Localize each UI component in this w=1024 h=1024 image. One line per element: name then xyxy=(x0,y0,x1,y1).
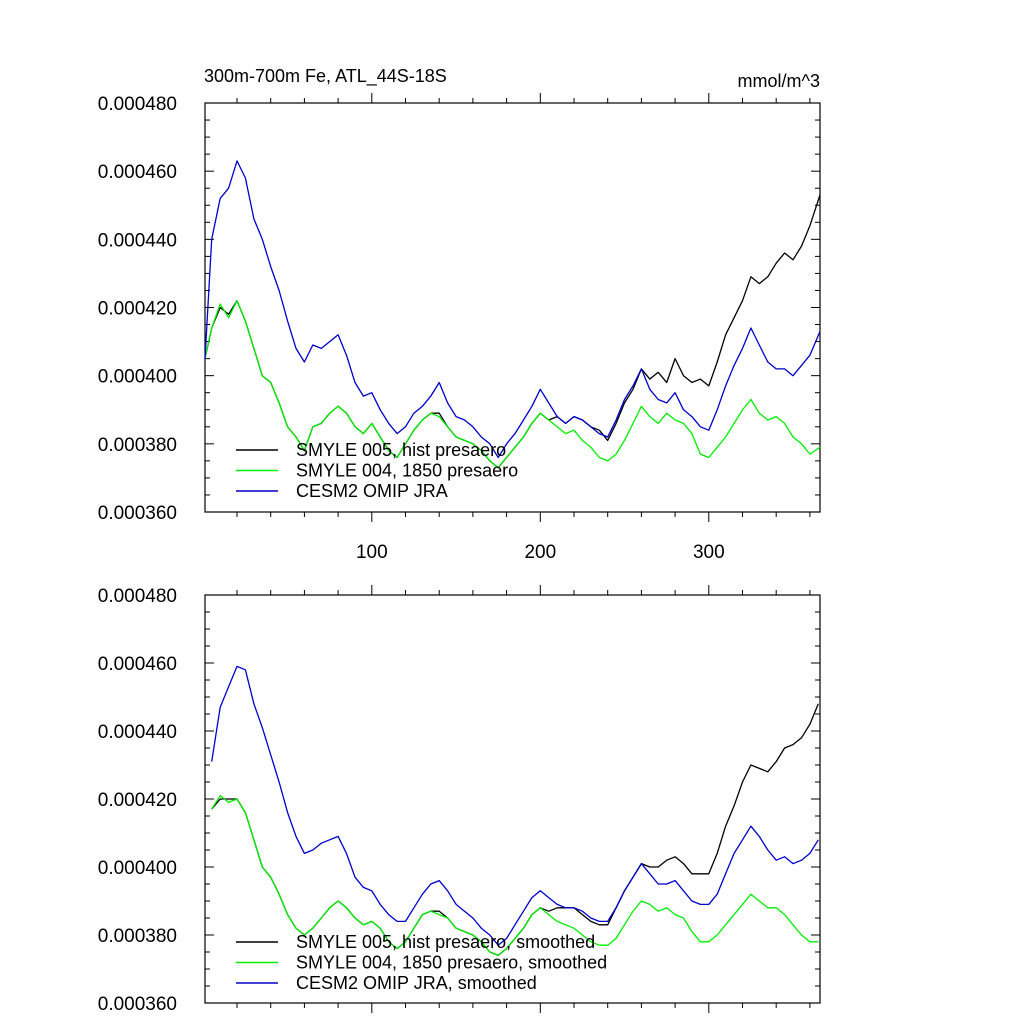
y-tick-label: 0.000460 xyxy=(98,162,177,183)
y-tick-label: 0.000420 xyxy=(98,790,177,811)
y-tick-label: 0.000460 xyxy=(98,654,177,675)
legend-label: CESM2 OMIP JRA, smoothed xyxy=(296,973,537,993)
y-tick-label: 0.000420 xyxy=(98,299,177,320)
bottom-panel: 0.000360 0.000380 0.000400 0.000420 0.000440… xyxy=(98,585,821,1015)
series-line-2 xyxy=(211,794,819,957)
series-line-1 xyxy=(211,703,819,957)
y-tick-label: 0.000360 xyxy=(98,994,177,1015)
y-tick-label: 0.000380 xyxy=(98,435,177,456)
y-tick-label: 0.000380 xyxy=(98,926,177,947)
y-tick-label: 0.000400 xyxy=(98,367,177,388)
y-tick-label: 0.000480 xyxy=(98,586,177,607)
units-label: mmol/m^3 xyxy=(738,71,820,91)
legend-label: SMYLE 004, 1850 presaero, smoothed xyxy=(296,953,607,973)
y-tick-label: 0.000440 xyxy=(98,230,177,251)
x-tick-label: 100 xyxy=(356,542,388,563)
series-line-3 xyxy=(204,160,821,459)
legend-label: SMYLE 005, hist presaero xyxy=(296,440,506,460)
series-line-3 xyxy=(211,665,819,946)
legend-label: SMYLE 004, 1850 presaero xyxy=(296,461,518,481)
x-tick-label: 200 xyxy=(524,542,556,563)
y-tick-label: 0.000400 xyxy=(98,858,177,879)
figure-title: 300m-700m Fe, ATL_44S-18S xyxy=(204,66,447,87)
series-line-2 xyxy=(204,300,821,469)
legend-label: SMYLE 005, hist presaero, smoothed xyxy=(296,932,595,952)
legend-label: CESM2 OMIP JRA xyxy=(296,481,448,501)
x-tick-label: 300 xyxy=(693,542,725,563)
y-tick-label: 0.000360 xyxy=(98,503,177,524)
top-panel: 0.000360 0.000380 0.000400 0.000420 0.000440… xyxy=(98,93,821,563)
y-tick-label: 0.000480 xyxy=(98,94,177,115)
series-line-1 xyxy=(204,194,821,469)
y-tick-label: 0.000440 xyxy=(98,722,177,743)
